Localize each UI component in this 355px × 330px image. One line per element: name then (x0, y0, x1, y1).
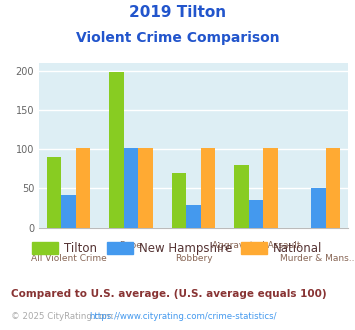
Bar (234, 165, 248, 228)
Text: Rape: Rape (120, 241, 142, 250)
Text: Murder & Mans...: Murder & Mans... (280, 254, 355, 263)
Legend: Tilton, New Hampshire, National: Tilton, New Hampshire, National (28, 237, 327, 260)
Bar (138, 148, 153, 228)
Bar (263, 148, 278, 228)
Bar (61, 195, 76, 228)
Text: Compared to U.S. average. (U.S. average equals 100): Compared to U.S. average. (U.S. average … (11, 289, 326, 299)
Bar (186, 205, 201, 228)
Text: © 2025 CityRating.com -: © 2025 CityRating.com - (11, 312, 121, 321)
Bar (311, 188, 326, 228)
Text: Aggravated Assault: Aggravated Assault (212, 241, 300, 250)
Text: All Violent Crime: All Violent Crime (31, 254, 106, 263)
Text: 2019 Tilton: 2019 Tilton (129, 5, 226, 20)
Bar (109, 72, 124, 228)
Text: https://www.cityrating.com/crime-statistics/: https://www.cityrating.com/crime-statist… (89, 312, 276, 321)
Bar (76, 148, 90, 228)
Bar (326, 148, 340, 228)
Bar (47, 157, 61, 228)
Bar (124, 148, 138, 228)
Text: Violent Crime Comparison: Violent Crime Comparison (76, 31, 279, 45)
Bar (172, 173, 186, 228)
Text: Robbery: Robbery (175, 254, 212, 263)
Bar (201, 148, 215, 228)
Bar (248, 200, 263, 228)
